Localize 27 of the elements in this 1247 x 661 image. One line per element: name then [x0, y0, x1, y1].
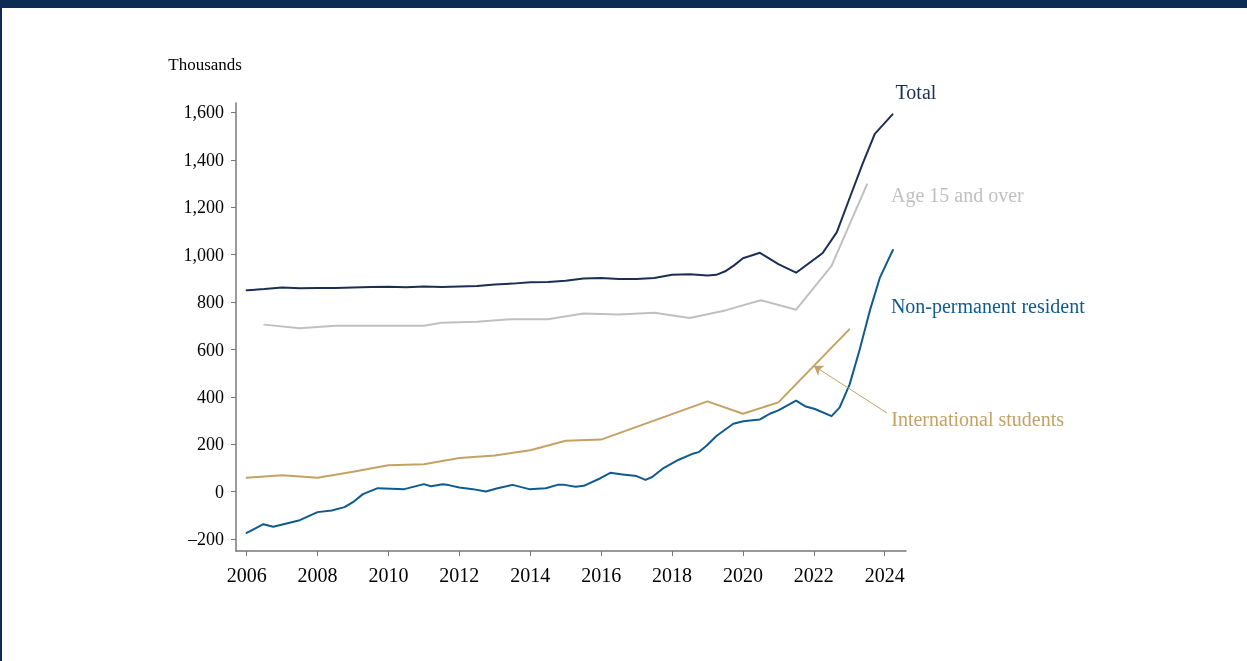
y-axis-title: Thousands — [168, 55, 242, 74]
y-tick-label: 1,200 — [183, 197, 224, 218]
x-tick-label: 2020 — [722, 564, 763, 586]
x-tick-label: 2008 — [297, 564, 338, 586]
x-tick-label: 2012 — [439, 564, 480, 586]
series-label: Total — [895, 81, 937, 104]
y-tick-label: 400 — [197, 386, 224, 407]
y-tick-label: 0 — [215, 481, 224, 502]
y-tick-label: 600 — [197, 339, 224, 360]
series-label: Age 15 and over — [891, 184, 1025, 208]
y-tick-label: –200 — [187, 529, 224, 550]
x-tick-label: 2018 — [652, 564, 693, 586]
x-tick-label: 2024 — [864, 564, 905, 586]
line-series — [263, 183, 869, 330]
y-tick-label: 1,000 — [183, 244, 224, 265]
y-tick-label: 1,400 — [183, 149, 224, 170]
text: International students — [891, 408, 1065, 431]
series-label: Non-permanent resident — [890, 294, 1086, 318]
x-tick-label: 2022 — [793, 564, 834, 586]
x-tick-label: 2014 — [510, 564, 551, 586]
x-tick-label: 2016 — [581, 564, 622, 586]
x-tick-label: 2010 — [368, 564, 409, 586]
line-series — [245, 328, 851, 479]
y-tick-label: 800 — [197, 292, 224, 313]
y-tick-label: 1,600 — [183, 102, 224, 123]
y-tick-label: 200 — [197, 434, 224, 455]
x-tick-label: 2006 — [226, 564, 267, 586]
